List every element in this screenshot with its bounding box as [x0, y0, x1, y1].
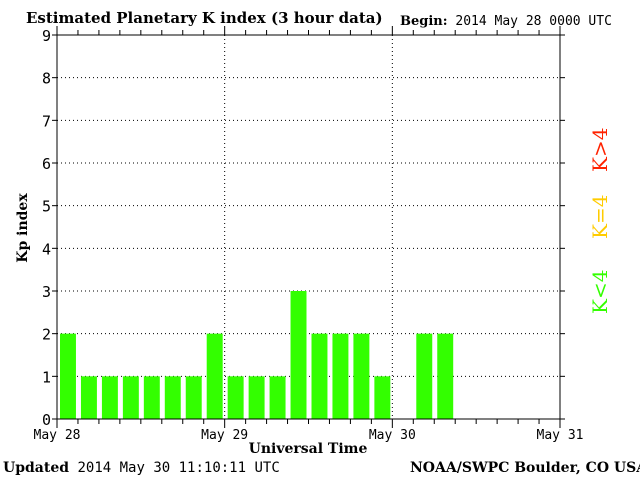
updated-value: 2014 May 30 11:10:11 UTC [77, 460, 280, 476]
kp-bar [437, 333, 454, 419]
plot-frame [56, 34, 561, 420]
kp-bar [416, 333, 433, 419]
x-axis-label: Universal Time [249, 441, 368, 457]
y-axis-label: Kp index [15, 193, 31, 263]
begin-value: 2014 May 28 0000 UTC [455, 14, 612, 29]
kp-bar [164, 376, 181, 419]
kp-bar [269, 376, 286, 419]
kp-bar [353, 333, 370, 419]
updated-label: Updated [3, 460, 70, 476]
bars-layer [60, 291, 454, 419]
x-tick-label: May 31 [537, 428, 584, 443]
y-tick-label: 1 [42, 368, 51, 386]
y-tick-label: 0 [42, 411, 51, 429]
y-tick-label: 9 [42, 27, 51, 45]
grid-layer [57, 35, 560, 419]
y-tick-label: 3 [42, 283, 51, 301]
kp-bar [311, 333, 328, 419]
kp-bar [227, 376, 244, 419]
x-tick-label: May 30 [369, 428, 416, 443]
legend-k-equal-4: K=4 [588, 194, 612, 239]
begin-timestamp: Begin: 2014 May 28 0000 UTC [400, 14, 612, 29]
kp-bar [290, 291, 307, 419]
y-tick-label: 2 [42, 326, 51, 344]
ticks-layer: 0 1 2 3 4 5 6 7 8 9 May 28 May 29 May 30 May 31 [34, 26, 584, 443]
kp-bar [101, 376, 118, 419]
begin-label: Begin: [400, 14, 448, 29]
y-tick-label: 5 [42, 198, 51, 216]
kp-bar [248, 376, 265, 419]
y-tick-label: 6 [42, 155, 51, 173]
y-tick-label: 7 [42, 112, 51, 130]
y-tick-label: 4 [42, 240, 51, 258]
chart-title: Estimated Planetary K index (3 hour data… [26, 9, 383, 27]
legend-k-below-4: K<4 [588, 269, 612, 314]
legend-k-above-4: K>4 [588, 127, 612, 172]
kp-bar [60, 333, 76, 419]
kp-bar [374, 376, 391, 419]
x-tick-label: May 29 [201, 428, 248, 443]
x-tick-label: May 28 [34, 428, 81, 443]
kp-bar [122, 376, 139, 419]
source-credit: NOAA/SWPC Boulder, CO USA [410, 460, 640, 476]
kp-bar [185, 376, 202, 419]
y-tick-label: 8 [42, 70, 51, 88]
updated-timestamp: Updated 2014 May 30 11:10:11 UTC [3, 460, 280, 476]
kp-bar [80, 376, 97, 419]
kp-bar [206, 333, 223, 419]
kp-bar [332, 333, 349, 419]
kp-bar [143, 376, 160, 419]
